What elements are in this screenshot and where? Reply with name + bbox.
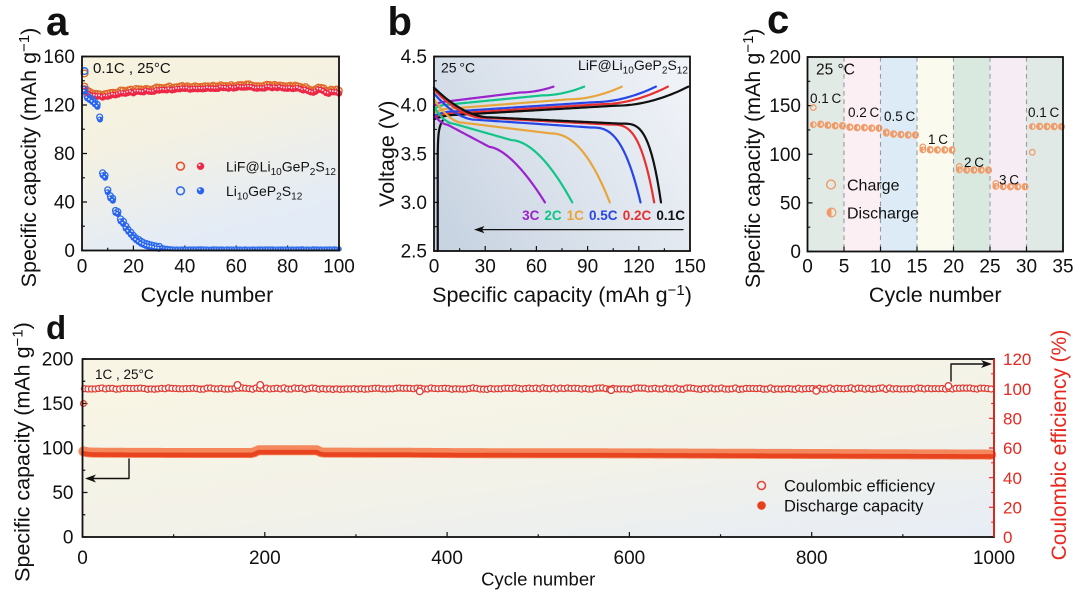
svg-text:50: 50 [780, 193, 801, 214]
svg-text:0: 0 [77, 548, 88, 569]
svg-text:LiF@Li10GeP2S12: LiF@Li10GeP2S12 [578, 57, 688, 76]
svg-text:120: 120 [623, 257, 655, 278]
svg-text:1 C: 1 C [928, 132, 948, 147]
svg-text:160: 160 [43, 47, 75, 68]
svg-text:200: 200 [42, 350, 74, 371]
svg-text:100: 100 [769, 145, 801, 166]
svg-text:150: 150 [769, 96, 801, 117]
svg-text:25 °C: 25 °C [816, 62, 855, 79]
svg-text:60: 60 [526, 257, 547, 278]
svg-text:c: c [767, 0, 789, 42]
svg-text:25 °C: 25 °C [441, 60, 475, 76]
svg-text:40: 40 [1003, 469, 1022, 488]
svg-text:40: 40 [54, 193, 75, 214]
svg-text:Cycle number: Cycle number [869, 283, 1002, 307]
svg-text:400: 400 [431, 548, 463, 569]
svg-text:Specific capacity (mAh g−1): Specific capacity (mAh g−1) [432, 282, 692, 307]
svg-text:150: 150 [674, 257, 706, 278]
svg-text:0: 0 [1003, 528, 1012, 547]
svg-text:1C , 25°C: 1C , 25°C [95, 367, 154, 382]
svg-text:15: 15 [906, 257, 927, 278]
svg-text:20: 20 [943, 257, 964, 278]
svg-text:120: 120 [1003, 350, 1031, 369]
svg-text:80: 80 [1003, 410, 1022, 429]
svg-text:Coulombic efficiency: Coulombic efficiency [784, 478, 936, 496]
svg-text:30: 30 [1016, 257, 1037, 278]
svg-text:90: 90 [577, 257, 598, 278]
svg-text:0.1C: 0.1C [656, 208, 685, 223]
svg-text:4.5: 4.5 [401, 47, 427, 68]
svg-text:0: 0 [802, 257, 813, 278]
svg-text:200: 200 [769, 48, 801, 69]
svg-text:0.1C , 25°C: 0.1C , 25°C [93, 60, 171, 77]
svg-text:Specific capacity (mAh g−1): Specific capacity (mAh g−1) [740, 28, 765, 288]
svg-text:0.2 C: 0.2 C [848, 105, 879, 120]
svg-text:0.1 C: 0.1 C [810, 91, 841, 106]
svg-text:Charge: Charge [847, 178, 900, 195]
svg-text:0.2C: 0.2C [623, 208, 652, 223]
svg-text:120: 120 [43, 96, 75, 117]
svg-text:600: 600 [614, 548, 646, 569]
svg-text:4.0: 4.0 [401, 96, 427, 117]
svg-text:0.5C: 0.5C [589, 208, 618, 223]
svg-text:Specific capacity (mAh g−1): Specific capacity (mAh g−1) [16, 28, 41, 288]
svg-text:3 C: 3 C [999, 173, 1019, 188]
svg-text:Cycle number: Cycle number [141, 283, 274, 307]
svg-text:LiF@Li10GeP2S12: LiF@Li10GeP2S12 [226, 159, 336, 178]
svg-text:2C: 2C [544, 208, 562, 223]
svg-text:0.5 C: 0.5 C [884, 109, 915, 124]
svg-text:Cycle number: Cycle number [481, 569, 595, 590]
svg-text:0: 0 [64, 241, 75, 262]
svg-text:1C: 1C [567, 208, 585, 223]
svg-text:25: 25 [979, 257, 1000, 278]
svg-text:Discharge: Discharge [847, 206, 919, 223]
svg-text:20: 20 [1003, 499, 1022, 518]
svg-text:60: 60 [226, 257, 247, 278]
svg-text:0.1 C: 0.1 C [1028, 105, 1059, 120]
svg-text:Voltage (V): Voltage (V) [375, 101, 399, 207]
svg-text:0: 0 [77, 257, 88, 278]
svg-text:150: 150 [42, 394, 74, 415]
svg-text:0: 0 [790, 242, 801, 263]
svg-text:60: 60 [1003, 439, 1022, 458]
svg-text:0: 0 [63, 528, 74, 549]
svg-text:50: 50 [52, 483, 73, 504]
svg-text:80: 80 [277, 257, 298, 278]
svg-text:Coulombic efficiency (%): Coulombic efficiency (%) [1048, 330, 1071, 561]
svg-text:3.0: 3.0 [401, 193, 427, 214]
svg-text:Discharge capacity: Discharge capacity [784, 498, 924, 516]
svg-text:d: d [46, 309, 66, 346]
svg-text:3.5: 3.5 [401, 144, 427, 165]
svg-text:80: 80 [54, 144, 75, 165]
svg-text:2.5: 2.5 [401, 242, 427, 263]
svg-text:100: 100 [1003, 380, 1031, 399]
svg-text:2 C: 2 C [964, 155, 984, 170]
svg-text:3C: 3C [522, 208, 540, 223]
svg-text:40: 40 [174, 257, 195, 278]
svg-text:0: 0 [429, 257, 440, 278]
svg-text:100: 100 [42, 439, 74, 460]
svg-text:100: 100 [323, 257, 355, 278]
svg-text:200: 200 [249, 548, 281, 569]
svg-text:35: 35 [1052, 257, 1073, 278]
svg-text:Specific capacity (mAh g−1): Specific capacity (mAh g−1) [9, 322, 34, 582]
svg-text:1000: 1000 [973, 548, 1015, 569]
svg-text:a: a [46, 0, 69, 44]
svg-text:30: 30 [475, 257, 496, 278]
svg-text:b: b [388, 0, 412, 44]
svg-text:10: 10 [870, 257, 891, 278]
svg-text:20: 20 [123, 257, 144, 278]
svg-text:5: 5 [839, 257, 850, 278]
svg-text:800: 800 [796, 548, 828, 569]
